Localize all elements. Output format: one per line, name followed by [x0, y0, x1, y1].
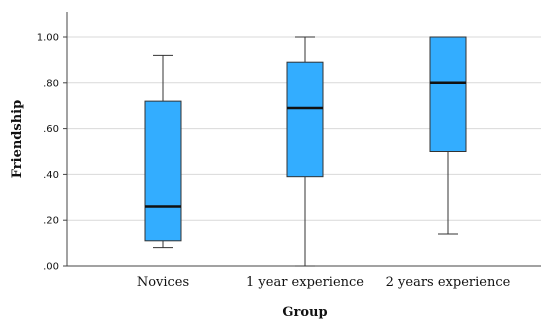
box-group [144, 54, 182, 249]
y-tick-label: .80 [43, 78, 59, 89]
y-tick-label: .60 [43, 124, 59, 135]
y-tick-labels: .00 .20 .40 .60 .80 1.00 [37, 33, 59, 273]
x-category-label: Novices [137, 275, 189, 290]
y-tick-label: .40 [43, 170, 59, 181]
x-axis-title: Group [282, 305, 327, 320]
y-axis-title: Friendship [10, 100, 25, 178]
box-group [429, 36, 467, 235]
x-category-label: 2 years experience [386, 275, 511, 290]
x-category-labels: Novices 1 year experience 2 years experien… [137, 275, 511, 290]
box-group [286, 36, 324, 267]
y-tick-label: .00 [43, 262, 59, 273]
x-category-label: 1 year experience [246, 275, 364, 290]
box-iqr [429, 36, 467, 152]
y-tick-label: 1.00 [37, 33, 59, 44]
y-tick-label: .20 [43, 216, 59, 227]
box-iqr [286, 61, 324, 178]
box-iqr [144, 100, 182, 242]
boxes [144, 36, 467, 267]
